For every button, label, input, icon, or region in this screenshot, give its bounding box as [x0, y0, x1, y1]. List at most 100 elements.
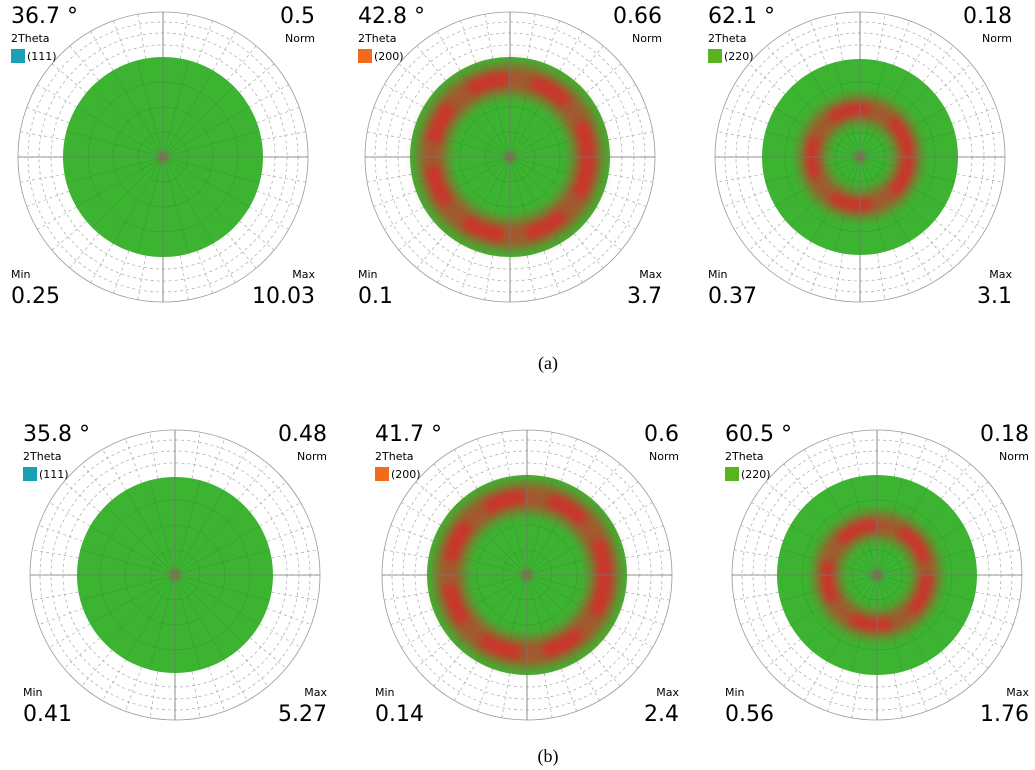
grid-radial	[32, 549, 79, 559]
grid-radial	[256, 190, 300, 207]
grid-radial	[941, 463, 971, 499]
grid-radial	[125, 438, 142, 484]
two-theta-label: 2Theta	[375, 450, 414, 463]
grid-radial	[137, 255, 146, 300]
grid-radial	[804, 661, 828, 701]
grid-radial	[113, 250, 130, 294]
two-theta: 62.1 °	[708, 4, 775, 29]
grid-radial	[787, 241, 812, 283]
grid-radial	[620, 525, 664, 542]
max: 2.4	[644, 702, 679, 727]
max-label: Max	[656, 686, 679, 699]
norm-label: Norm	[982, 32, 1012, 45]
grid-radial	[38, 525, 84, 542]
max-label: Max	[639, 268, 662, 281]
grid-radial	[827, 668, 844, 712]
grid-radial	[834, 14, 844, 61]
disk-grid	[149, 574, 176, 670]
grid-radial	[249, 481, 287, 513]
grid-radial	[51, 63, 87, 93]
grid-radial	[560, 668, 577, 712]
grid-radial	[944, 205, 986, 230]
min: 0.41	[23, 702, 72, 727]
grid-radial	[922, 231, 954, 269]
grid-radial	[401, 502, 441, 526]
grid-radial	[544, 673, 553, 718]
grid-radial	[249, 637, 287, 669]
min: 0.14	[375, 702, 424, 727]
grid-radial	[586, 221, 622, 251]
disk-grid	[174, 574, 225, 660]
grid-radial	[559, 243, 583, 283]
grid-radial	[751, 502, 791, 526]
grid-radial	[576, 661, 600, 701]
grid-radial	[603, 481, 639, 511]
norm-label: Norm	[649, 450, 679, 463]
grid-radial	[804, 449, 828, 489]
grid-radial	[951, 107, 997, 124]
grid-radial	[591, 651, 621, 687]
norm-label: Norm	[297, 450, 327, 463]
disk-grid	[174, 574, 270, 601]
grid-radial	[102, 449, 127, 491]
grid-radial	[934, 63, 972, 95]
grid-radial	[271, 549, 318, 559]
grid-radial	[893, 248, 910, 294]
grid-radial	[934, 219, 972, 251]
grid-radial	[574, 45, 604, 81]
hkl-swatch	[358, 49, 372, 63]
hkl-swatch	[23, 467, 37, 481]
grid-radial	[717, 131, 764, 141]
hkl: (111)	[27, 50, 57, 63]
grid-radial	[390, 525, 434, 542]
grid-radial	[574, 233, 604, 269]
grid-radial	[783, 463, 813, 499]
grid-radial	[603, 639, 639, 669]
grid-radial	[970, 525, 1014, 542]
disk-grid	[174, 525, 260, 576]
grid-radial	[922, 45, 954, 83]
grid-radial	[783, 651, 813, 687]
grid-radial	[81, 463, 113, 501]
max: 3.7	[627, 284, 662, 309]
caption: (a)	[538, 353, 558, 374]
grid-radial	[373, 190, 417, 207]
max: 1.76	[980, 702, 1029, 727]
grid-radial	[941, 651, 971, 687]
grid-radial	[560, 438, 577, 482]
hkl: (111)	[39, 468, 69, 481]
grid-radial	[591, 463, 621, 499]
grid-radial	[227, 45, 257, 81]
grid-radial	[765, 639, 801, 669]
two-theta-label: 2Theta	[11, 32, 50, 45]
grid-radial	[223, 659, 248, 701]
grid-radial	[501, 673, 510, 718]
grid-radial	[384, 206, 424, 230]
grid-radial	[367, 174, 412, 183]
grid-radial	[49, 623, 91, 648]
grid-radial	[63, 481, 101, 513]
disk-grid	[174, 490, 225, 576]
grid-radial	[26, 107, 70, 124]
max: 5.27	[278, 702, 327, 727]
grid-radial	[180, 255, 189, 300]
min-label: Min	[375, 686, 395, 699]
grid-radial	[894, 673, 903, 718]
grid-radial	[384, 592, 429, 601]
grid-radial	[208, 666, 225, 712]
grid-radial	[910, 668, 927, 712]
grid-radial	[625, 592, 670, 601]
pole-figure	[29, 429, 321, 721]
grid-radial	[851, 673, 860, 718]
grid-radial	[373, 107, 417, 124]
hkl-swatch	[375, 467, 389, 481]
grid-radial	[415, 639, 451, 669]
min: 0.1	[358, 284, 393, 309]
max: 3.1	[977, 284, 1012, 309]
grid-radial	[748, 219, 786, 251]
grid-radial	[433, 463, 463, 499]
grid-radial	[191, 671, 201, 718]
disk-grid	[174, 505, 245, 576]
grid-radial	[32, 591, 79, 601]
